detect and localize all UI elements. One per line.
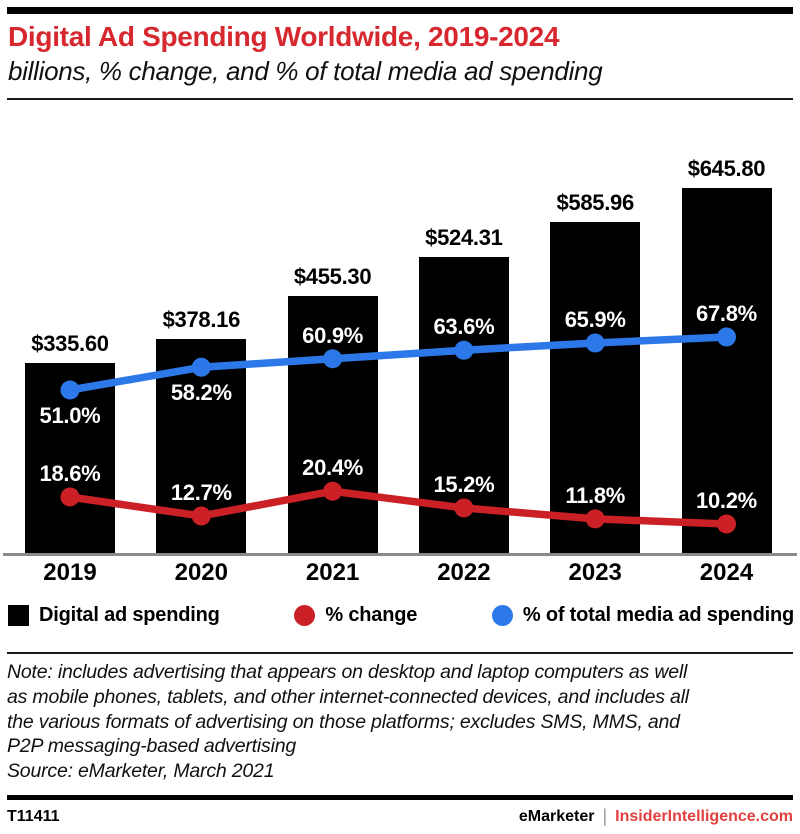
pct-label: 58.2% [170, 380, 232, 406]
chart-legend: Digital ad spending % change % of total … [8, 604, 794, 627]
pct-label: 18.6% [39, 461, 101, 487]
data-point-marker [717, 514, 736, 534]
header-divider [7, 98, 793, 100]
pct-label: 20.4% [302, 455, 364, 481]
data-point-marker [454, 498, 474, 518]
note-text: Note: includes advertising that appears … [7, 661, 689, 758]
data-point-marker [323, 481, 343, 501]
bar-value-label: $335.60 [31, 331, 109, 357]
pct-label: 67.8% [696, 300, 757, 326]
bar-value-label: $645.80 [687, 156, 766, 182]
x-axis-label: 2020 [174, 559, 228, 586]
legend-item-pct-of-total: % of total media ad spending [491, 604, 794, 627]
bar-value-label: $455.30 [293, 263, 372, 289]
brand-emarketer: eMarketer [518, 807, 595, 825]
bar-value-label: $524.31 [425, 224, 503, 250]
x-axis-label: 2021 [305, 559, 360, 586]
blue-dot-icon [491, 605, 513, 626]
pct-label: 11.8% [565, 482, 626, 508]
bar-2024 [681, 188, 772, 553]
footer-rule [7, 795, 793, 800]
legend-label: % change [325, 604, 418, 626]
data-point-marker [454, 340, 474, 360]
legend-label: % of total media ad spending [522, 604, 794, 626]
source-text: Source: eMarketer, March 2021 [7, 760, 275, 782]
x-axis-label: 2024 [699, 559, 754, 586]
pct-label: 65.9% [564, 306, 626, 332]
footnote-block: Note: includes advertising that appears … [7, 660, 793, 784]
brand-insider-intelligence: InsiderIntelligence.com [615, 807, 793, 825]
data-point-marker [60, 380, 80, 400]
bar-swatch-icon [8, 605, 29, 626]
chart-id: T11411 [7, 807, 60, 825]
footer-brand: eMarketer | InsiderIntelligence.com [519, 806, 793, 827]
data-point-marker [717, 327, 736, 347]
pct-label: 51.0% [39, 402, 101, 428]
data-point-marker [191, 506, 211, 526]
footer-separator-bar: | [602, 806, 608, 826]
x-axis-label: 2023 [568, 559, 622, 586]
legend-item-pct-change: % change [294, 604, 417, 627]
pct-label: 10.2% [696, 488, 757, 514]
x-axis-line [3, 553, 797, 556]
combo-chart: $335.60 2019 $378.16 2020 $455.30 2021 $524.31… [0, 150, 800, 586]
page-title: Digital Ad Spending Worldwide, 2019-2024 [8, 21, 560, 52]
legend-label: Digital ad spending [39, 604, 220, 626]
x-axis-label: 2019 [43, 559, 97, 586]
pct-label: 15.2% [433, 471, 495, 497]
x-axis-label: 2022 [437, 559, 491, 586]
red-dot-icon [294, 605, 316, 626]
bar-2021 [287, 295, 378, 553]
footer: T11411 eMarketer | InsiderIntelligence.c… [7, 806, 793, 827]
bar-value-label: $585.96 [556, 189, 634, 215]
data-point-marker [323, 349, 343, 369]
top-rule [7, 7, 793, 14]
data-point-marker [585, 333, 605, 353]
line-series-overlay [60, 327, 736, 534]
legend-divider [7, 652, 793, 654]
legend-item-digital-ad-spending: Digital ad spending [8, 604, 220, 627]
pct-label: 63.6% [433, 314, 495, 340]
data-point-marker [585, 509, 605, 529]
data-point-marker [60, 487, 80, 507]
line-pct-change [66, 487, 731, 528]
pct-label: 12.7% [170, 479, 232, 505]
data-point-marker [191, 357, 211, 377]
bar-2023 [550, 221, 641, 553]
pct-label: 60.9% [302, 322, 364, 348]
page-subtitle: billions, % change, and % of total media… [8, 56, 603, 86]
line-pct-of-total [66, 333, 731, 394]
bar-value-label: $378.16 [162, 307, 241, 333]
